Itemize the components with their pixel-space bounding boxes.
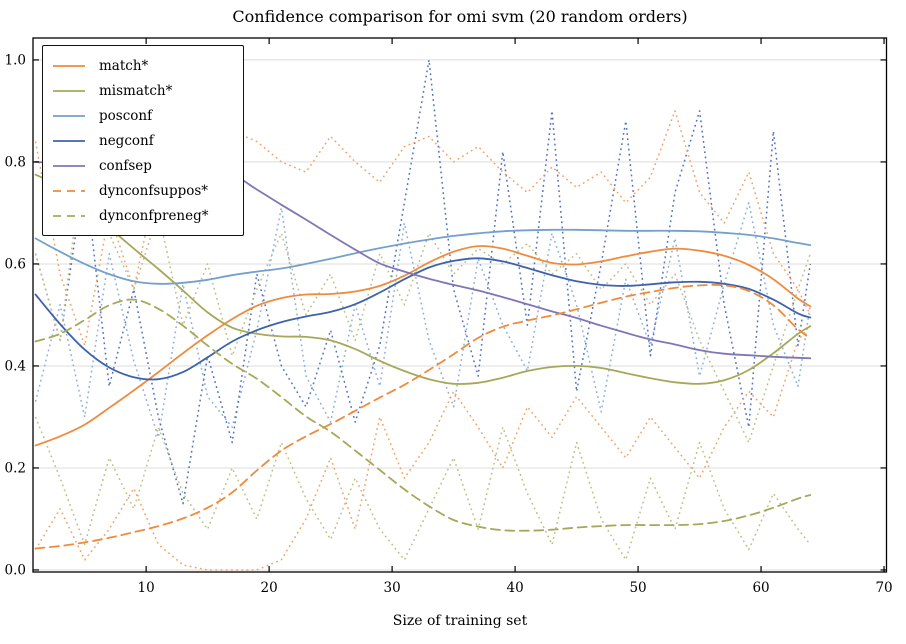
legend-item-dynconfsuppos: dynconfsuppos* [52,178,237,203]
y-tick-label: 0.2 [5,460,26,476]
legend-line-sample-negconf [53,139,85,142]
chart-title: Confidence comparison for omi svm (20 ra… [232,7,688,26]
legend-box: match* mismatch* posconf negconf confsep dync… [42,45,244,236]
legend-label-match: match* [99,57,149,74]
x-tick-label: 10 [138,580,155,596]
legend-line-sample-dynconfpreneg [53,214,85,217]
legend-item-negconf: negconf [52,128,237,153]
x-tick-label: 60 [752,580,769,596]
series-mismatch-line [34,173,812,385]
x-tick-label: 30 [384,580,401,596]
y-tick-label: 0.0 [5,562,26,578]
legend-label-dynconfsuppos: dynconfsuppos* [99,182,209,199]
y-tick-label: 1.0 [5,52,26,68]
legend-line-sample-mismatch [53,89,85,92]
legend-label-mismatch: mismatch* [99,82,173,99]
legend-item-match: match* [52,53,237,78]
legend-line-sample-posconf [53,114,85,117]
legend-label-confsep: confsep [99,157,152,174]
legend-item-confsep: confsep [52,153,237,178]
x-tick-label: 50 [629,580,646,596]
legend-label-dynconfpreneg: dynconfpreneg* [99,207,209,224]
series-run-noise-orange-low-line [34,324,811,571]
series-negconf-line [34,257,812,381]
series-match-line [34,245,812,447]
x-tick-label: 40 [506,580,523,596]
legend-item-dynconfpreneg: dynconfpreneg* [52,203,237,228]
legend-label-posconf: posconf [99,107,153,124]
x-tick-label: 20 [261,580,278,596]
legend-item-posconf: posconf [52,103,237,128]
series-dynconfsuppos-line [34,283,812,550]
x-tick-label: 70 [875,580,892,596]
legend-item-mismatch: mismatch* [52,78,237,103]
series-run-noise-blue-steel-line [34,201,812,439]
series-run-noise-olive-low-line [34,416,811,561]
legend-line-sample-dynconfsuppos [53,189,85,192]
series-dynconfpreneg-line [34,298,812,532]
axes-frame [32,37,888,573]
legend-label-negconf: negconf [99,132,154,149]
series-posconf-line [34,228,812,285]
x-axis-label: Size of training set [392,613,528,629]
series-run-noise-olive-high-line [34,145,812,444]
legend-line-sample-confsep [53,164,85,167]
y-tick-label: 0.8 [5,154,26,170]
y-tick-label: 0.4 [5,358,26,374]
legend-line-sample-match [53,64,85,67]
y-tick-label: 0.6 [5,256,26,272]
